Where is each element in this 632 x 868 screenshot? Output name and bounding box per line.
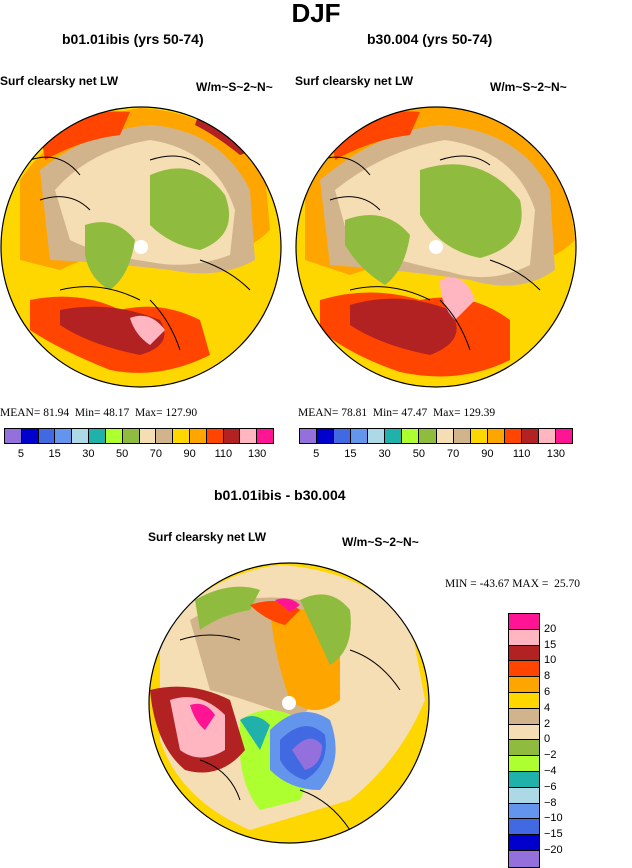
colorbar-swatch xyxy=(509,771,539,788)
colorbar-tick-label: 30 xyxy=(82,448,95,460)
panel1-stats: MEAN= 81.94 Min= 48.17 Max= 127.90 xyxy=(0,407,198,419)
panel2-title: b30.004 (yrs 50-74) xyxy=(367,31,493,47)
colorbar-swatch xyxy=(351,429,369,443)
colorbar-swatch xyxy=(21,429,39,443)
colorbar-tick-label: 50 xyxy=(116,448,129,460)
colorbar-swatch xyxy=(317,429,335,443)
colorbar-swatch xyxy=(538,429,556,443)
colorbar-swatch xyxy=(240,429,258,443)
panel2-field-label: Surf clearsky net LW xyxy=(295,74,414,88)
colorbar-swatch xyxy=(504,429,522,443)
colorbar-tick-label: 90 xyxy=(183,448,196,460)
panel1-units-label: W/m~S~2~N~ xyxy=(196,80,273,94)
colorbar-swatch xyxy=(487,429,505,443)
colorbar-swatch xyxy=(402,429,420,443)
panel2-colorbar: 5 15 30 50 70 90 110 130 xyxy=(299,428,573,462)
colorbar-tick-label: 8 xyxy=(544,670,551,683)
colorbar-swatch xyxy=(509,629,539,646)
colorbar-swatch xyxy=(509,692,539,709)
map-panels xyxy=(0,106,577,844)
colorbar-swatch xyxy=(385,429,403,443)
colorbar-tick-label: 70 xyxy=(149,448,162,460)
panel3-units-label: W/m~S~2~N~ xyxy=(342,535,419,549)
colorbar-swatch xyxy=(334,429,352,443)
colorbar-tick-label: 5 xyxy=(313,448,320,460)
colorbar-tick-label: 130 xyxy=(247,448,267,460)
colorbar-tick-label: 2 xyxy=(544,717,551,730)
colorbar-swatch xyxy=(453,429,471,443)
colorbar-swatch xyxy=(470,429,488,443)
colorbar-swatch xyxy=(122,429,140,443)
colorbar-tick-label: 20 xyxy=(544,622,557,635)
colorbar-swatch xyxy=(72,429,90,443)
colorbar-swatch xyxy=(5,429,22,443)
colorbar-swatch xyxy=(509,614,539,630)
colorbar-swatch xyxy=(509,677,539,693)
colorbar-tick-label: 6 xyxy=(544,686,551,698)
panel1-colorbar: 5 15 30 50 70 90 110 130 xyxy=(4,428,274,462)
colorbar-swatch xyxy=(105,429,123,443)
colorbar-tick-label: 10 xyxy=(544,654,557,667)
colorbar-tick-label: 15 xyxy=(48,448,61,460)
colorbar-swatch xyxy=(38,429,56,443)
colorbar-swatch xyxy=(189,429,207,443)
panel3-colorbar: 20 15 10 8 6 4 2 0 −2 −4 −6 −8 −10 −15 −20 xyxy=(508,613,563,868)
panel2-stats: MEAN= 78.81 Min= 47.47 Max= 129.39 xyxy=(298,407,496,419)
colorbar-tick-label: −2 xyxy=(544,749,557,762)
colorbar-tick-label: 110 xyxy=(214,448,233,460)
colorbar-tick-label: 90 xyxy=(481,448,494,460)
colorbar-tick-label: 30 xyxy=(378,448,391,460)
colorbar-swatch xyxy=(436,429,454,443)
colorbar-swatch xyxy=(419,429,437,443)
colorbar-swatch xyxy=(509,835,539,851)
figure-title: DJF xyxy=(291,0,341,28)
panel3-polar-map xyxy=(149,563,429,843)
colorbar-swatch xyxy=(509,787,539,804)
panel3-stats: MIN = -43.67 MAX = 25.70 xyxy=(445,578,581,590)
colorbar-swatch xyxy=(300,429,318,443)
colorbar-tick-label: 15 xyxy=(544,638,557,651)
colorbar-tick-label: −10 xyxy=(544,812,563,825)
colorbar-swatch xyxy=(509,661,539,678)
colorbar-tick-label: −20 xyxy=(544,844,563,856)
colorbar-swatch xyxy=(89,429,106,443)
colorbar-tick-label: 0 xyxy=(544,733,551,746)
colorbar-swatch xyxy=(55,429,73,443)
colorbar-swatch xyxy=(521,429,539,443)
colorbar-swatch xyxy=(206,429,224,443)
colorbar-swatch xyxy=(509,756,539,772)
panel3-field-label: Surf clearsky net LW xyxy=(148,530,267,544)
colorbar-tick-label: 70 xyxy=(447,448,460,460)
colorbar-tick-label: 15 xyxy=(344,448,357,460)
panel1-title: b01.01ibis (yrs 50-74) xyxy=(62,31,204,47)
colorbar-swatch xyxy=(509,740,539,757)
colorbar-swatch xyxy=(509,645,539,662)
panel2-polar-map xyxy=(296,107,576,387)
colorbar-swatch xyxy=(173,429,190,443)
colorbar-tick-label: 4 xyxy=(544,701,551,714)
colorbar-swatch xyxy=(509,850,539,867)
colorbar-tick-label: 50 xyxy=(412,448,425,460)
colorbar-swatch xyxy=(156,429,174,443)
colorbar-swatch xyxy=(223,429,241,443)
colorbar-swatch xyxy=(368,429,386,443)
colorbar-swatch xyxy=(509,708,539,725)
colorbar-tick-label: −6 xyxy=(544,780,557,793)
colorbar-swatch xyxy=(509,819,539,836)
colorbar-swatch xyxy=(509,724,539,741)
colorbar-tick-label: 130 xyxy=(546,448,566,460)
colorbar-swatch xyxy=(555,429,572,443)
colorbar-swatch xyxy=(509,803,539,820)
colorbar-tick-label: 110 xyxy=(512,448,531,460)
colorbar-swatch xyxy=(139,429,157,443)
panel2-units-label: W/m~S~2~N~ xyxy=(490,80,567,94)
colorbar-tick-label: 5 xyxy=(17,448,24,460)
panel1-field-label: Surf clearsky net LW xyxy=(0,74,119,88)
panel3-title: b01.01ibis - b30.004 xyxy=(214,487,346,503)
colorbar-swatch xyxy=(257,429,273,443)
colorbar-tick-label: −8 xyxy=(544,796,557,809)
colorbar-tick-label: −15 xyxy=(544,828,563,841)
colorbar-tick-label: −4 xyxy=(544,765,557,777)
panel1-polar-map xyxy=(1,107,281,387)
